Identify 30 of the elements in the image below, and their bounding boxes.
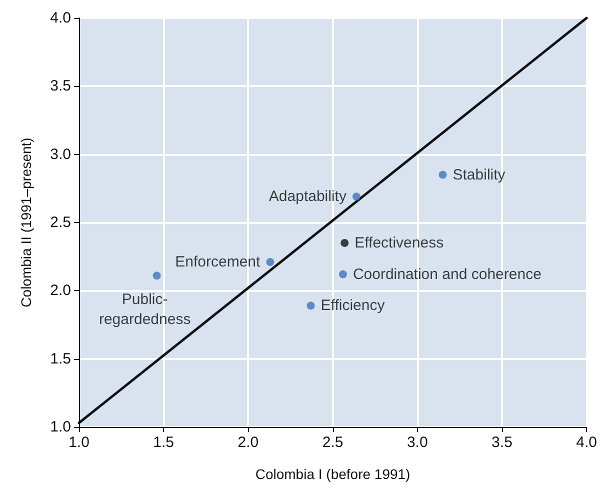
x-tick-label: 2.0 [238, 434, 259, 451]
point [266, 258, 274, 266]
data-label: Effectiveness [354, 234, 444, 252]
y-tick-label: 3.5 [50, 78, 71, 95]
y-tick-label: 1.5 [50, 350, 71, 368]
point [340, 238, 349, 247]
point [306, 302, 315, 310]
y-tick-label: 4.0 [50, 10, 71, 26]
point [438, 170, 447, 179]
y-tick-label: 2.5 [50, 214, 71, 231]
x-tick-label: 4.0 [576, 434, 598, 451]
y-axis-title: Colombia II (1991–present) [18, 138, 34, 308]
data-label: Stability [452, 166, 506, 184]
point [338, 270, 347, 278]
data-label: Coordination and coherence [352, 266, 542, 283]
y-tick-label: 3.0 [50, 146, 71, 163]
y-tick-label: 1.0 [50, 418, 71, 436]
x-tick-label: 2.5 [322, 434, 344, 451]
point [152, 272, 161, 280]
x-tick-label: 1.5 [153, 434, 174, 451]
y-tick-label: 2.0 [50, 282, 71, 300]
data-label: Adaptability [268, 188, 347, 206]
x-axis-title: Colombia I (before 1991) [255, 466, 410, 482]
x-tick-label: 3.0 [406, 434, 428, 451]
x-tick-label: 1.0 [68, 434, 90, 451]
data-label: Public-regardedness [98, 291, 191, 328]
data-label: Efficiency [320, 297, 386, 314]
point [352, 192, 360, 201]
x-tick-label: 3.5 [492, 434, 512, 451]
data-label: Enforcement [175, 254, 262, 271]
